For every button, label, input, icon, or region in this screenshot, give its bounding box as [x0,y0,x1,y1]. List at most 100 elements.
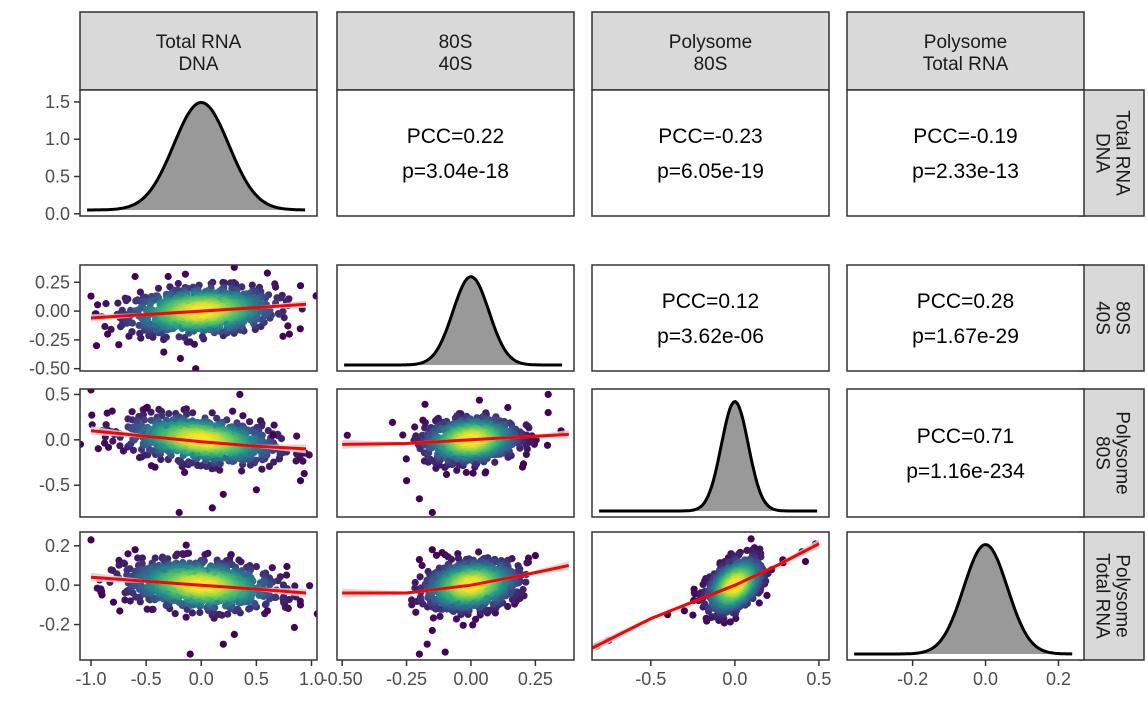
scatter-point [475,396,483,404]
scatter-point [181,468,189,476]
row-strip-labels: Total RNADNA80S40SPolysome80SPolysomeTot… [1079,89,1145,661]
pcc-label: PCC=0.12 [662,290,759,313]
scatter-point [172,552,180,560]
scatter-outlier [92,342,101,350]
fit-line [90,575,307,595]
scatter-point [208,409,216,417]
scatter-point [421,400,429,408]
scatter-point [116,442,124,450]
panel-border [336,264,575,372]
scatter-point [432,417,440,425]
panel-border [79,89,318,217]
scatter-point [447,555,456,564]
scatter-point [523,559,531,567]
panel-r1-c4: PCC=-0.19 p=2.33e-13 [846,89,1085,217]
scatter-point [504,602,512,611]
scatter-point [224,610,232,618]
scatter-outlier [104,330,112,338]
scatter-outlier [164,272,172,281]
scatter-outlier [263,607,271,615]
scatter-point [120,560,129,568]
density-area [87,102,306,210]
scatter-point [103,409,111,417]
scatter-point [259,570,267,579]
scatter-point [238,467,246,475]
scatter-outlier [98,591,106,599]
scatter-point [246,418,254,426]
scatter-point [279,332,287,340]
scatter-point [283,571,291,579]
scatter-outlier [263,269,271,277]
panel-border [846,264,1085,372]
panel-r3-c1 [61,388,318,518]
scatter-point [124,550,132,558]
panel-border [846,388,1085,518]
panel-r4-c1 [79,531,318,661]
scatter-point [213,414,221,422]
p-value-label: p=3.04e-18 [402,160,509,183]
pcc-label: PCC=-0.19 [913,125,1017,148]
scatter-point [201,551,209,559]
pcc-label: PCC=0.22 [407,125,504,148]
scatter-point [504,403,512,412]
row-strip-label-line: Total RNA [1092,553,1113,639]
scatter-point [412,608,420,616]
scatter-point [136,288,144,296]
scatter-outlier [192,365,200,371]
scatter-point [147,408,155,416]
row-strip-label-line: 80S [1092,436,1113,470]
density-curve [87,100,306,212]
scatter-point [313,610,317,618]
scatter-outlier [252,486,260,494]
scatter-point [126,597,134,605]
scatter-point [411,578,419,587]
p-value-label: p=3.62e-06 [657,325,764,348]
scatter-point [411,423,419,431]
scatter-point [182,541,190,549]
panel-border [336,89,575,217]
scatter-point [61,421,68,428]
panel-border [846,89,1085,217]
scatter-point [145,445,153,453]
scatter-point [154,284,163,292]
scatter-outlier [175,508,183,517]
scatter-point [482,468,490,476]
scatter-point [184,458,193,466]
scatter-outlier [296,282,305,290]
scatter-outlier [296,477,305,485]
panel-r1-c3: PCC=-0.23p=6.05e-19 [591,89,830,217]
scatter-point [252,563,260,571]
scatter-point [452,615,460,623]
column-strip-label-line: 40S [439,54,473,75]
scatter-point [239,412,247,420]
scatter-point [436,612,444,621]
scatter-point [418,561,426,570]
scatter-outlier [428,626,436,635]
scatter-outlier [428,546,436,554]
scatter-point [174,279,182,288]
scatter-outlier [285,330,293,338]
scatter-point [388,418,397,426]
scatter-point [88,411,96,419]
scatter-point [519,585,527,594]
scatter-outlier [230,265,238,271]
panel-border [336,531,575,661]
row-strip-label-line: Polysome [1112,554,1133,637]
column-strip-labels: Total RNADNA80S40SPolysome80SPolysomeTot… [79,11,1085,91]
scatter-outlier [531,552,540,560]
scatter-point [122,297,130,305]
scatter-outlier [441,648,449,656]
panel-r2-c3: PCC=0.12 p=3.62e-06 [591,264,830,372]
panel-r3-c3 [591,388,830,518]
scatter-point [757,553,765,561]
panel-r4-c2 [336,531,575,661]
p-value-label: p=2.33e-13 [912,160,1019,183]
scatter-point [306,582,314,590]
scatter-point [763,591,771,600]
row-strip-label-line: 40S [1092,301,1113,335]
scatter-point [280,592,288,601]
